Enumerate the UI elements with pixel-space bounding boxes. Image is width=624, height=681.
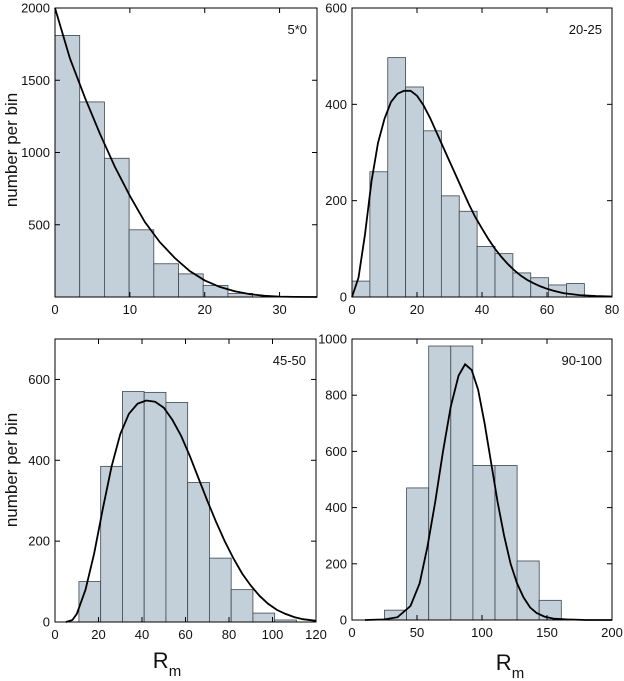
x-axis-label-right-sub: m	[512, 665, 525, 681]
x-tick-label-0: 0	[348, 302, 355, 317]
histogram-bar-6	[202, 285, 229, 298]
histogram-bar-8	[252, 612, 276, 623]
panel-label: 20-25	[569, 22, 602, 37]
histogram-bar-5	[187, 482, 210, 623]
x-tick-label-4: 80	[605, 302, 619, 317]
x-tick-label-3: 150	[536, 625, 558, 640]
histogram-bar-3	[143, 391, 167, 623]
histogram-bar-2	[104, 157, 130, 298]
x-tick-label-1: 20	[91, 627, 105, 642]
y-tick-label-1: 200	[28, 534, 50, 549]
histogram-bar-2	[122, 391, 145, 623]
y-tick-label-3: 600	[28, 372, 50, 387]
y-tick-label-4: 800	[325, 388, 347, 403]
histogram-bar-0	[54, 35, 81, 298]
x-tick-label-3: 60	[540, 302, 554, 317]
y-axis-label-bottom: number per bin	[2, 413, 21, 527]
y-tick-label-1: 200	[325, 193, 347, 208]
x-tick-label-3: 60	[178, 627, 192, 642]
x-tick-label-5: 100	[262, 627, 284, 642]
histogram-bar-2	[428, 345, 452, 621]
x-tick-label-2: 100	[471, 625, 493, 640]
histogram-bar-4	[153, 263, 179, 298]
histogram-bar-6	[458, 210, 478, 298]
y-tick-label-2: 400	[28, 453, 50, 468]
histogram-bar-1	[79, 101, 105, 298]
panel-top-right-20-25: 0 20 40 60 80 0 200 400 600 20-25	[325, 1, 619, 318]
histogram-bar-0	[78, 581, 102, 623]
panel-label: 90-100	[562, 353, 602, 368]
x-axis-label-left: Rm	[153, 648, 181, 680]
histogram-bar-6	[209, 557, 232, 623]
panel-top-left-5*0: 0 10 20 30 500 1000 1500 2000 5*0	[21, 1, 318, 317]
y-tick-label-3: 2000	[21, 1, 50, 16]
x-axis-label-right: Rm	[496, 650, 524, 681]
x-axis-label-left-sub: m	[169, 663, 182, 680]
y-tick-label-0: 0	[340, 290, 347, 305]
y-tick-label-2: 1500	[21, 73, 50, 88]
x-tick-label-0: 0	[348, 625, 355, 640]
y-tick-label-0: 0	[43, 615, 50, 630]
y-tick-label-3: 600	[325, 1, 347, 16]
panel-bottom-left-45-50: 0 20 40 60 80 100 120 0 200 400 600 45-50	[28, 338, 327, 642]
y-tick-label-1: 1000	[21, 145, 50, 160]
x-axis-label-left-main: R	[153, 648, 169, 673]
y-tick-label-1: 200	[325, 556, 347, 571]
histogram-bar-4	[472, 465, 496, 621]
histogram-bar-7	[230, 589, 254, 623]
panel-label: 45-50	[273, 353, 306, 368]
y-tick-label-0: 500	[28, 217, 50, 232]
panel-label: 5*0	[287, 22, 307, 37]
fit-curve	[364, 362, 612, 621]
histogram-bar-3	[405, 86, 424, 298]
x-tick-label-4: 200	[601, 625, 623, 640]
y-axis-label-top: number per bin	[2, 93, 21, 207]
x-tick-label-2: 40	[475, 302, 489, 317]
x-tick-label-0: 0	[51, 627, 58, 642]
fit-curve	[54, 7, 318, 298]
x-tick-label-2: 40	[135, 627, 149, 642]
x-tick-label-1: 50	[410, 625, 424, 640]
histogram-bar-1	[100, 465, 123, 623]
histogram-bar-3	[450, 345, 474, 621]
x-tick-label-6: 120	[305, 627, 327, 642]
histogram-bar-5	[440, 195, 460, 298]
fit-curve	[65, 399, 317, 623]
x-tick-label-4: 80	[222, 627, 236, 642]
y-tick-label-2: 400	[325, 97, 347, 112]
histogram-bar-3	[128, 229, 155, 298]
x-tick-label-1: 10	[123, 302, 137, 317]
y-tick-label-5: 1000	[318, 332, 347, 347]
histogram-bar-4	[423, 130, 442, 298]
x-tick-label-0: 0	[51, 302, 58, 317]
histogram-bar-1	[369, 171, 389, 298]
y-tick-label-3: 600	[325, 444, 347, 459]
x-axis-label-right-main: R	[496, 650, 512, 675]
y-tick-label-2: 400	[325, 500, 347, 515]
x-tick-label-2: 20	[197, 302, 211, 317]
histogram-bar-10	[530, 277, 550, 298]
histogram-bar-7	[476, 246, 496, 298]
x-tick-label-3: 30	[272, 302, 286, 317]
panel-bottom-right-90-100: 0 50 100 150 200 0 200 400 600 800 1000 90-100	[318, 332, 623, 641]
fit-curve	[351, 89, 613, 298]
x-tick-label-1: 20	[410, 302, 424, 317]
histogram-bar-4	[165, 402, 189, 623]
y-tick-label-0: 0	[340, 613, 347, 628]
